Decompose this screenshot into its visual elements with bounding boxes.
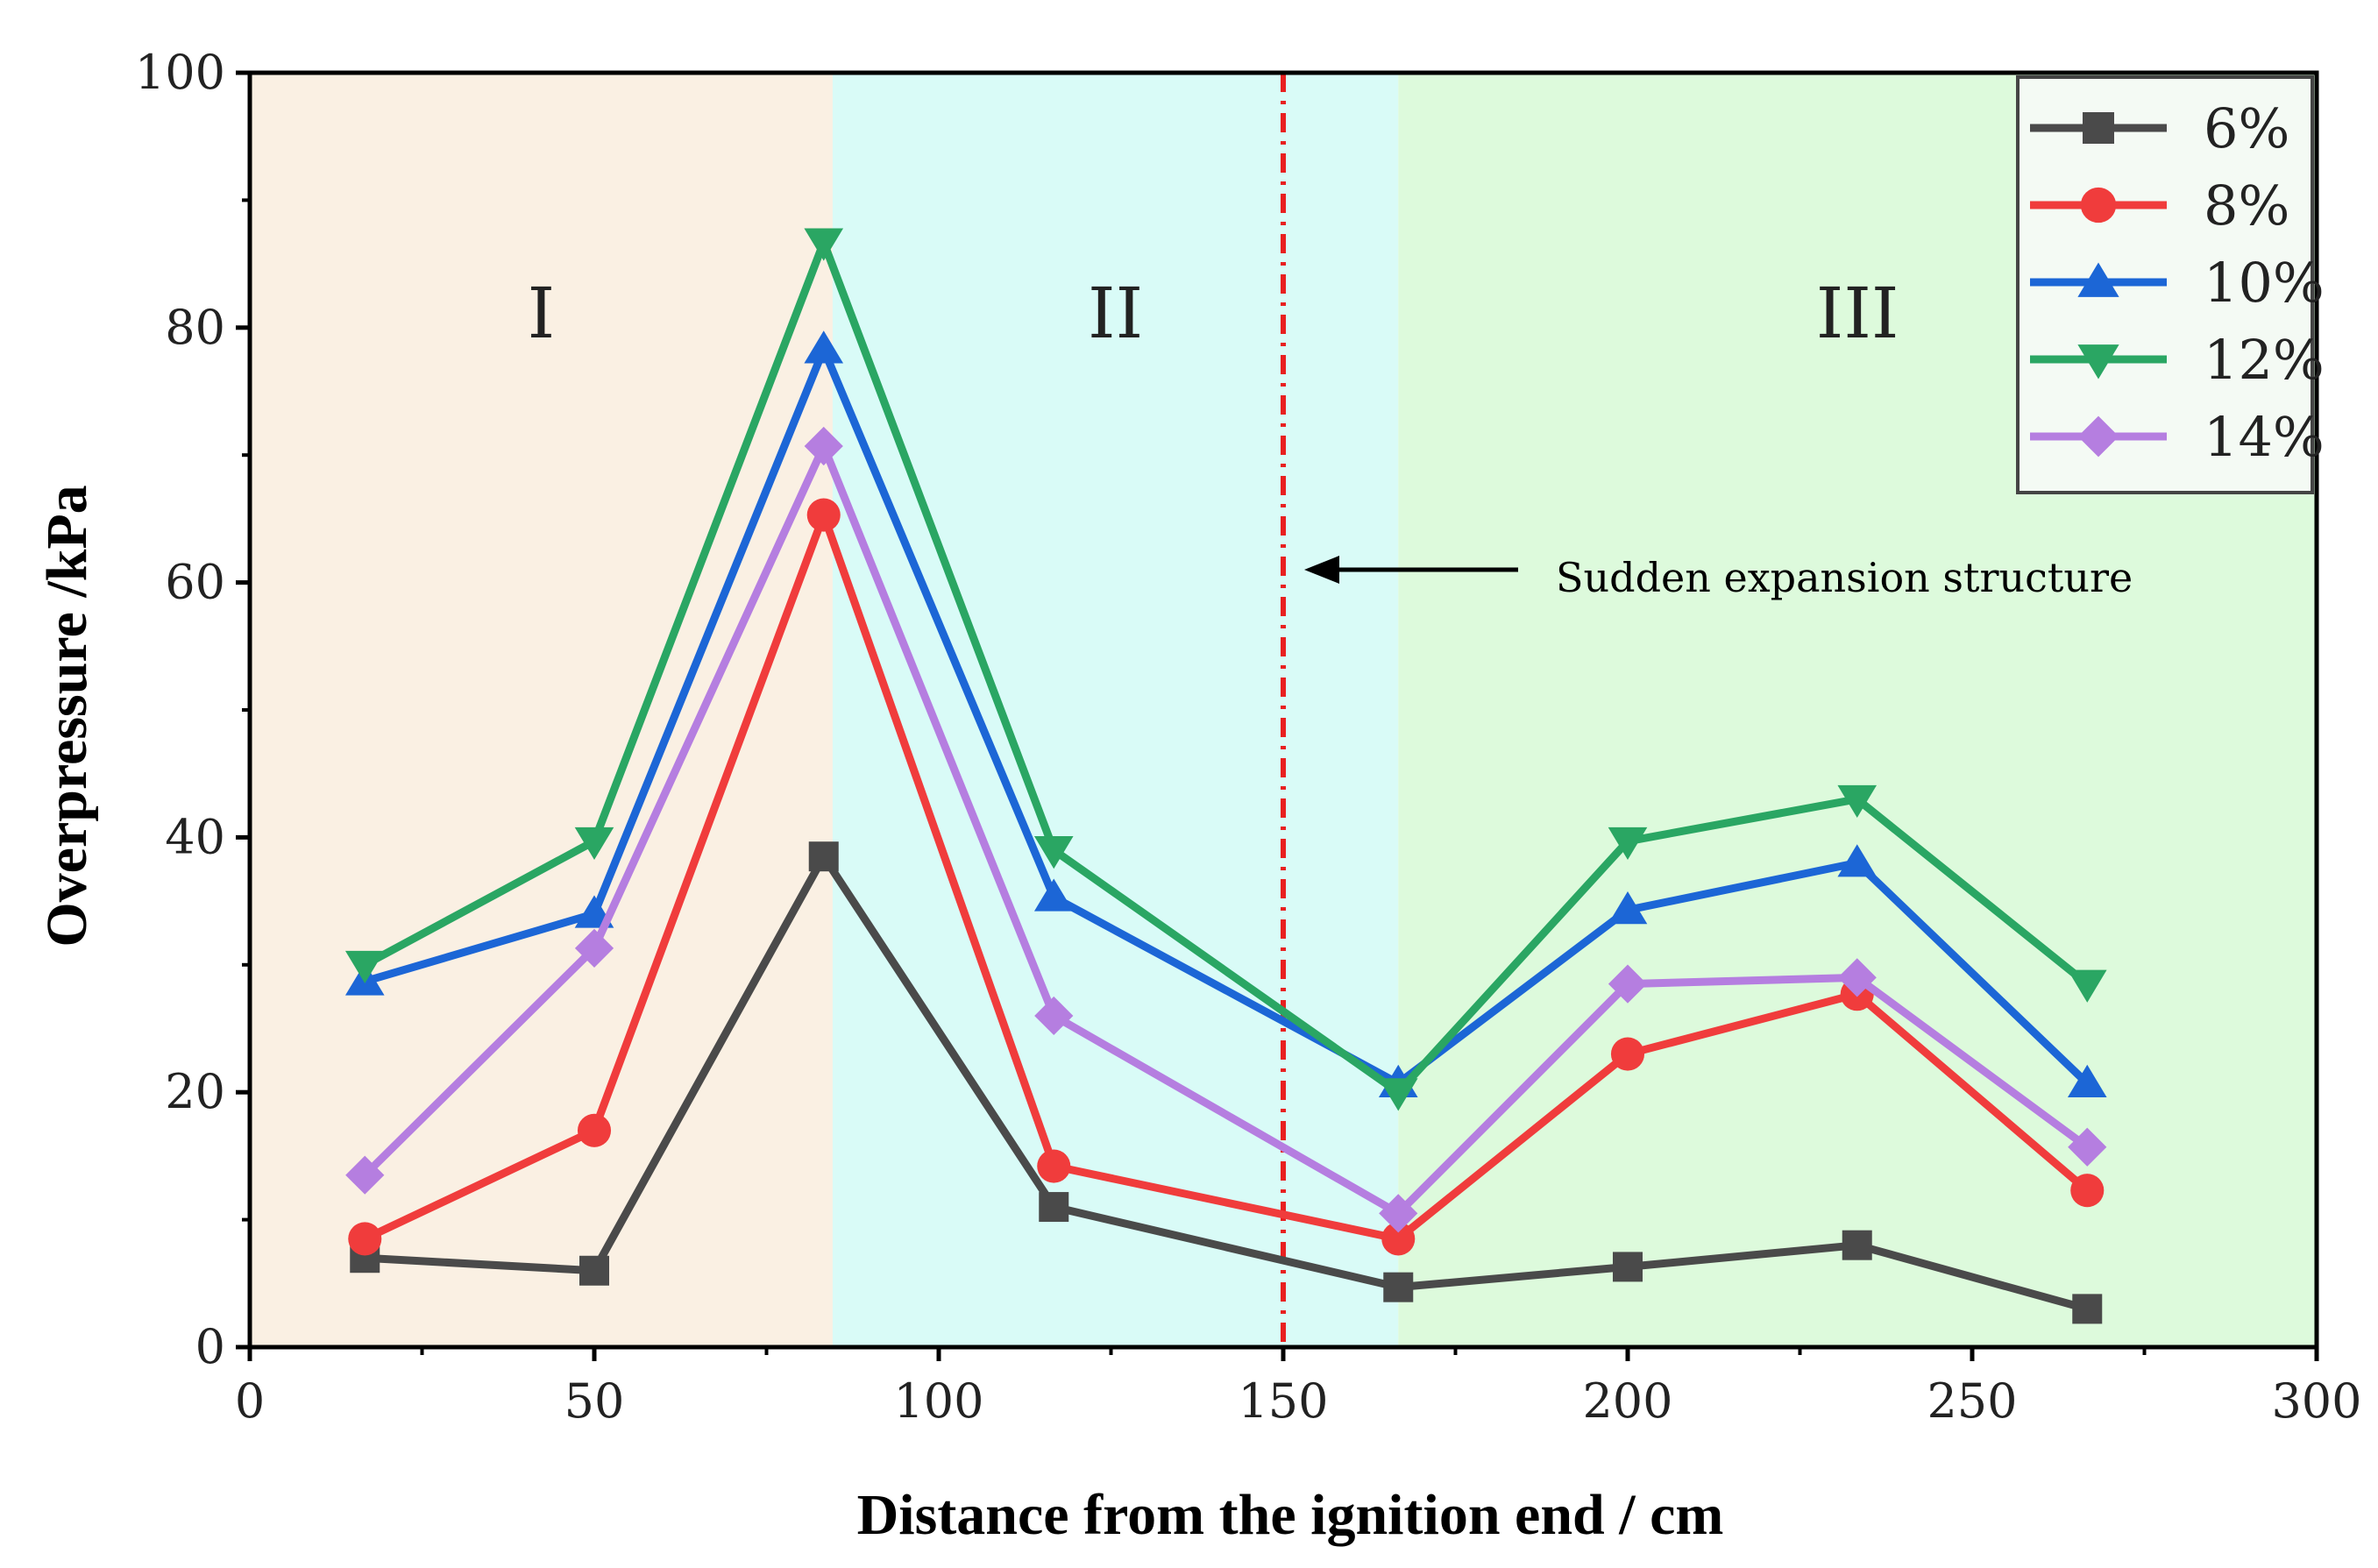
series-line-6pct bbox=[365, 852, 2089, 1313]
annotation-text: Sudden expansion structure bbox=[1556, 554, 2133, 601]
series-6pct bbox=[350, 841, 2103, 1324]
data-point-8pct bbox=[1037, 1149, 1071, 1183]
data-point-14pct bbox=[1837, 958, 1877, 997]
data-point-6pct bbox=[2072, 1294, 2103, 1324]
legend-marker bbox=[2080, 187, 2117, 223]
series-14pct bbox=[345, 426, 2107, 1233]
data-point-6pct bbox=[808, 841, 839, 872]
data-point-8pct bbox=[348, 1222, 382, 1256]
series-line-12pct bbox=[363, 238, 2091, 1096]
data-point-14pct bbox=[1379, 1194, 1418, 1233]
legend-label: 8% bbox=[2204, 174, 2289, 238]
legend-entry-12pct: 12% bbox=[2030, 328, 2325, 392]
legend-label: 12% bbox=[2204, 328, 2325, 392]
legend-label: 6% bbox=[2204, 96, 2289, 160]
data-point-6pct bbox=[1383, 1272, 1414, 1302]
data-point-8pct bbox=[2070, 1174, 2105, 1208]
y-tick-label: 40 bbox=[165, 809, 225, 864]
x-axis-label: Distance from the ignition end / cm bbox=[857, 1483, 1724, 1547]
y-axis-label: Overpressure /kPa bbox=[35, 485, 99, 947]
annotation: Sudden expansion structure bbox=[1304, 554, 2133, 601]
region-label-iii: III bbox=[1816, 273, 1899, 354]
data-point-10pct bbox=[2067, 1064, 2107, 1097]
data-point-14pct bbox=[804, 426, 843, 466]
x-tick-label: 50 bbox=[564, 1373, 625, 1429]
data-point-12pct bbox=[1608, 827, 1648, 861]
data-point-10pct bbox=[1608, 891, 1648, 925]
plot-frame bbox=[247, 70, 2319, 1350]
legend-entry-10pct: 10% bbox=[2030, 251, 2325, 315]
legend-marker bbox=[2077, 415, 2119, 458]
y-tick-label: 80 bbox=[165, 300, 225, 355]
data-point-6pct bbox=[1039, 1192, 1069, 1223]
data-point-6pct bbox=[1842, 1230, 1872, 1260]
legend-entry-6pct: 6% bbox=[2030, 96, 2289, 160]
y-tick-label: 60 bbox=[165, 555, 225, 610]
data-point-12pct bbox=[1033, 836, 1074, 869]
legend-label: 10% bbox=[2204, 251, 2325, 315]
data-point-14pct bbox=[1608, 964, 1648, 1004]
data-point-10pct bbox=[1837, 844, 1878, 877]
region-label-i: I bbox=[528, 273, 556, 354]
data-point-12pct bbox=[344, 950, 385, 984]
legend-marker bbox=[2083, 112, 2114, 144]
data-point-14pct bbox=[1034, 996, 1074, 1036]
x-tick-label: 100 bbox=[893, 1373, 983, 1429]
data-point-10pct bbox=[1033, 878, 1074, 912]
series-line-8pct bbox=[363, 511, 2091, 1243]
data-point-8pct bbox=[577, 1113, 612, 1147]
series-10pct bbox=[344, 330, 2107, 1097]
legend-marker bbox=[2077, 344, 2119, 380]
data-point-12pct bbox=[1837, 784, 1878, 819]
series-12pct bbox=[344, 228, 2107, 1111]
data-point-6pct bbox=[1613, 1252, 1643, 1282]
data-point-12pct bbox=[574, 827, 614, 861]
region-backgrounds bbox=[250, 73, 2317, 1347]
annotation-arrowhead bbox=[1304, 556, 1339, 584]
series-layer bbox=[344, 228, 2107, 1324]
region-label-ii: II bbox=[1088, 273, 1143, 354]
x-tick-label: 250 bbox=[1927, 1373, 2017, 1429]
x-tick-label: 300 bbox=[2271, 1373, 2361, 1429]
data-point-12pct bbox=[804, 228, 844, 261]
data-point-12pct bbox=[2067, 969, 2107, 1003]
tick-labels: 0 50 100 150 200 250 300 0 20 40 60 80 100 bbox=[135, 45, 2362, 1429]
legend-marker bbox=[2077, 262, 2119, 297]
data-point-8pct bbox=[1610, 1037, 1645, 1071]
series-line-10pct bbox=[363, 345, 2091, 1088]
data-point-8pct bbox=[806, 498, 841, 532]
region-i-background bbox=[250, 73, 833, 1347]
data-point-12pct bbox=[1378, 1078, 1418, 1111]
region-labels: I II III bbox=[528, 273, 1899, 354]
legend-label: 14% bbox=[2204, 405, 2325, 469]
x-tick-label: 0 bbox=[235, 1373, 265, 1429]
series-line-14pct bbox=[362, 442, 2090, 1217]
data-point-10pct bbox=[804, 330, 844, 364]
data-point-14pct bbox=[2068, 1127, 2107, 1167]
legend-entry-8pct: 8% bbox=[2030, 174, 2289, 238]
y-tick-label: 20 bbox=[165, 1064, 225, 1119]
data-point-8pct bbox=[1381, 1222, 1416, 1256]
data-point-14pct bbox=[574, 928, 614, 968]
x-tick-label: 200 bbox=[1582, 1373, 1672, 1429]
legend-entry-14pct: 14% bbox=[2030, 405, 2325, 469]
legend: 6% 8% 10% 12% 14% bbox=[2016, 75, 2325, 494]
y-tick-label: 0 bbox=[195, 1319, 225, 1374]
y-tick-label: 100 bbox=[135, 45, 225, 100]
x-tick-label: 150 bbox=[1238, 1373, 1328, 1429]
data-point-6pct bbox=[579, 1255, 609, 1286]
region-ii-background bbox=[832, 73, 1399, 1347]
axis-ticks bbox=[236, 70, 2319, 1361]
data-point-14pct bbox=[345, 1155, 385, 1195]
